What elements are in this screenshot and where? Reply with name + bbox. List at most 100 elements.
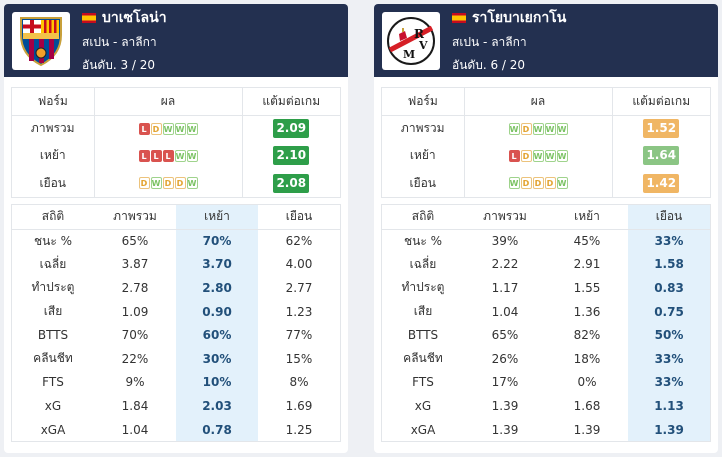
table-row: FTS 9% 10% 8% [12,370,340,395]
result-badge[interactable]: W [556,149,568,162]
table-row: BTTS 70% 60% 77% [12,323,340,347]
stat-home: 0% [577,375,597,390]
result-badge[interactable]: W [532,122,544,135]
stat-overall: 70% [121,328,149,343]
stats-header-away: เยือน [628,205,710,230]
stat-home: 0.90 [176,299,258,324]
stat-away: 33% [628,370,710,395]
ppg-badge: 1.52 [643,119,680,139]
stat-home: 1.55 [573,280,601,295]
result-badge[interactable]: W [174,122,186,135]
stat-overall: 22% [121,351,149,366]
stat-label: คลีนชีท [403,351,443,366]
result-badge[interactable]: D [174,177,186,189]
stat-label: เสีย [43,304,63,319]
result-badge[interactable]: W [186,149,198,162]
form-row-overall: ภาพรวม L D W W W 2.09 [12,115,340,142]
result-badge[interactable]: D [520,149,532,162]
stat-away: 1.25 [285,422,313,437]
team-header: บาเซโลน่า สเปน - ลาลีกา อันดับ. 3 / 20 [4,4,348,77]
result-badge[interactable]: W [508,177,520,189]
stat-label: คลีนชีท [33,351,73,366]
table-row: ชนะ % 65% 70% 62% [12,229,340,253]
result-badge[interactable]: W [544,122,556,135]
stat-away: 15% [285,351,313,366]
ppg-badge: 1.42 [643,173,680,193]
result-badge[interactable]: D [150,122,162,135]
form-row-home: เหย้า L L L W W 2.10 [12,142,340,169]
svg-text:M: M [403,48,415,61]
form-header-form: ฟอร์ม [382,88,465,116]
form-header-ppg: แต้มต่อเกม [242,88,340,116]
stat-overall: 1.04 [121,422,149,437]
stat-home: 1.39 [573,422,601,437]
result-badge[interactable]: D [520,122,532,135]
form-row-overall: ภาพรวม W D W W W 1.52 [382,115,710,142]
stat-home: 2.03 [176,394,258,418]
stat-overall: 65% [491,328,519,343]
stat-label: ทำประตู [31,280,75,295]
stat-overall: 65% [121,234,149,249]
stat-home: 1.68 [573,398,601,413]
stat-label: เฉลี่ย [409,256,437,271]
result-badge[interactable]: L [162,149,174,162]
stat-label: xGA [40,422,66,437]
stat-away: 0.83 [628,276,710,300]
stats-header-home: เหย้า [546,205,628,230]
fc-barcelona-crest-icon[interactable] [12,11,70,70]
result-badge[interactable]: L [150,149,162,162]
ppg-badge: 1.64 [643,146,680,165]
stat-home: 60% [176,323,258,347]
result-badges: L L L W W [95,149,242,162]
result-badge[interactable]: W [174,149,186,162]
stat-home: 3.70 [176,252,258,277]
form-header-result: ผล [94,88,243,116]
spain-flag-icon [82,12,96,23]
stat-away: 62% [285,234,313,249]
result-badge[interactable]: W [544,149,556,162]
result-badge[interactable]: W [556,122,568,135]
stat-overall: 26% [491,351,519,366]
result-badge[interactable]: L [138,122,150,135]
result-badge[interactable]: W [162,122,174,135]
stat-home: 18% [573,351,601,366]
stats-table: สถิติ ภาพรวม เหย้า เยือน ชนะ % 39% 45% 33% … [381,204,711,443]
svg-text:V: V [418,39,428,52]
stat-home: 70% [176,229,258,253]
result-badge[interactable]: W [186,122,198,135]
table-row: เสีย 1.04 1.36 0.75 [382,299,710,324]
stat-overall: 1.04 [491,304,519,319]
stat-label: BTTS [37,328,69,343]
stat-label: ชนะ % [33,233,72,248]
stat-overall: 17% [491,375,519,390]
stat-away: 0.75 [628,299,710,324]
stats-header-stat: สถิติ [382,205,464,230]
team-league: สเปน - ลาลีกา [452,34,527,49]
result-badge[interactable]: W [532,149,544,162]
result-badge[interactable]: D [544,177,556,189]
result-badge[interactable]: L [508,149,520,162]
table-row: BTTS 65% 82% 50% [382,323,710,347]
result-badge[interactable]: L [138,149,150,162]
form-header-form: ฟอร์ม [12,88,95,116]
stat-away: 1.69 [285,398,313,413]
result-badge[interactable]: D [162,177,174,189]
stat-overall: 39% [491,234,519,249]
result-badge[interactable]: W [150,177,162,189]
table-row: FTS 17% 0% 33% [382,370,710,395]
team-name[interactable]: บาเซโลน่า [102,9,167,26]
result-badge[interactable]: W [186,177,198,189]
result-badge[interactable]: D [138,177,150,189]
result-badge[interactable]: W [508,122,520,135]
result-badge[interactable]: W [556,177,568,189]
team-card-rayo: R V M ราโยบาเยกาโน สเปน - ลาลีกา อันดับ.… [374,4,718,453]
stat-label: ชนะ % [403,233,442,248]
table-row: xGA 1.04 0.78 1.25 [12,417,340,442]
result-badge[interactable]: D [532,177,544,189]
team-name[interactable]: ราโยบาเยกาโน [472,9,567,26]
form-row-label: เยือน [12,169,95,197]
stat-home: 82% [573,328,601,343]
stat-home: 10% [176,370,258,395]
result-badge[interactable]: D [520,177,532,189]
rayo-vallecano-crest-icon[interactable]: R V M [382,11,440,70]
